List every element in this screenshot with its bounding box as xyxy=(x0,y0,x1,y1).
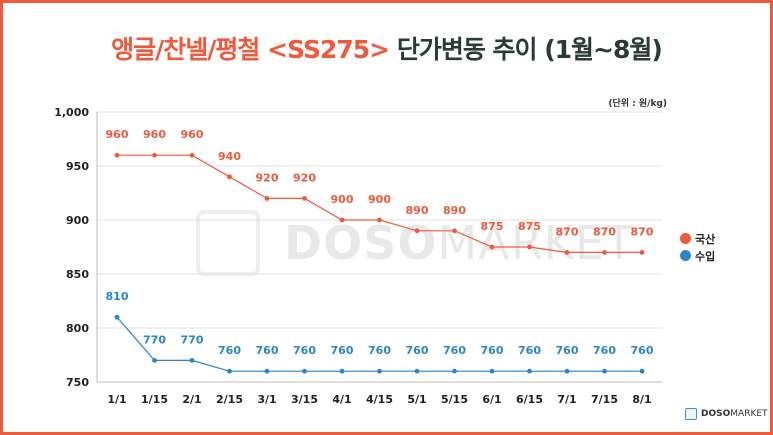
x-tick-label: 5/1 xyxy=(407,393,426,406)
legend-label-domestic: 국산 xyxy=(695,232,716,246)
x-tick-label: 4/1 xyxy=(332,393,351,406)
data-point xyxy=(227,368,232,374)
x-tick-label: 2/1 xyxy=(182,393,201,406)
data-point xyxy=(189,358,195,363)
legend-dot-import-icon xyxy=(680,250,691,261)
data-label: 760 xyxy=(293,344,316,357)
data-point xyxy=(339,368,345,374)
x-tick-label: 6/15 xyxy=(516,393,543,406)
x-tick-label: 8/1 xyxy=(632,393,651,406)
data-point xyxy=(489,244,495,250)
data-point xyxy=(152,358,157,363)
chart-title-rest: 단가변동 추이 (1월~8월) xyxy=(396,35,663,64)
data-label: 760 xyxy=(593,344,616,357)
y-tick-label: 1,000 xyxy=(54,106,89,119)
data-point xyxy=(639,368,645,374)
data-label: 900 xyxy=(368,193,391,206)
data-label: 875 xyxy=(518,220,541,233)
data-point xyxy=(114,314,120,320)
data-point xyxy=(377,368,382,374)
brand-name-light: MARKET xyxy=(730,409,768,419)
data-label: 960 xyxy=(106,128,129,141)
legend-dot-domestic-icon xyxy=(680,233,691,244)
x-tick-label: 1/1 xyxy=(107,393,126,406)
data-point xyxy=(452,228,457,234)
chart-title-accent: 앵글/찬넬/평철 <SS275> xyxy=(111,35,390,64)
data-point xyxy=(264,368,270,374)
data-point xyxy=(339,217,345,223)
data-label: 760 xyxy=(218,344,241,357)
y-tick-label: 850 xyxy=(66,268,89,281)
data-label: 890 xyxy=(406,204,429,217)
data-point xyxy=(489,368,495,374)
data-point xyxy=(527,368,532,374)
x-tick-label: 1/15 xyxy=(141,393,168,406)
x-tick-label: 7/15 xyxy=(591,393,618,406)
legend: 국산 수입 xyxy=(680,230,715,264)
legend-label-import: 수입 xyxy=(695,249,716,263)
data-label: 900 xyxy=(331,193,354,206)
y-tick-label: 900 xyxy=(66,214,89,227)
data-label: 760 xyxy=(631,344,654,357)
data-point xyxy=(377,217,382,223)
legend-item-domestic: 국산 xyxy=(680,230,715,247)
data-label: 760 xyxy=(331,344,354,357)
data-label: 875 xyxy=(481,220,504,233)
data-point xyxy=(264,196,270,201)
data-point xyxy=(564,250,570,255)
brand-name-bold: DOSO xyxy=(701,409,731,419)
data-point xyxy=(602,250,607,255)
data-label: 890 xyxy=(443,204,466,217)
x-tick-label: 6/1 xyxy=(482,393,501,406)
x-tick-label: 7/1 xyxy=(557,393,576,406)
data-label: 760 xyxy=(443,344,466,357)
data-label: 870 xyxy=(593,225,616,238)
data-label: 760 xyxy=(518,344,541,357)
data-point xyxy=(452,368,457,374)
data-label: 870 xyxy=(556,225,579,238)
unit-label: (단위 : 원/kg) xyxy=(608,99,667,109)
y-tick-label: 950 xyxy=(66,160,89,173)
data-point xyxy=(602,368,607,374)
y-tick-label: 800 xyxy=(66,322,89,335)
legend-item-import: 수입 xyxy=(680,247,715,264)
data-point xyxy=(302,196,307,201)
data-label: 920 xyxy=(256,171,279,184)
data-label: 770 xyxy=(143,333,166,346)
data-point xyxy=(152,152,157,158)
brand-logo-icon xyxy=(685,408,697,420)
data-point xyxy=(114,152,120,158)
data-point xyxy=(639,250,645,255)
x-tick-label: 5/15 xyxy=(441,393,468,406)
data-label: 810 xyxy=(106,290,129,303)
data-label: 960 xyxy=(181,128,204,141)
data-point xyxy=(527,244,532,250)
data-label: 760 xyxy=(368,344,391,357)
data-label: 920 xyxy=(293,171,316,184)
data-label: 940 xyxy=(218,150,241,163)
data-point xyxy=(227,174,232,180)
data-label: 960 xyxy=(143,128,166,141)
data-point xyxy=(414,228,420,234)
brand-logo: DOSO MARKET xyxy=(685,408,768,420)
data-label: 760 xyxy=(481,344,504,357)
x-tick-label: 3/15 xyxy=(291,393,318,406)
data-point xyxy=(302,368,307,374)
y-tick-label: 750 xyxy=(66,376,89,389)
x-tick-label: 3/1 xyxy=(257,393,276,406)
data-point xyxy=(414,368,420,374)
data-label: 770 xyxy=(181,333,204,346)
data-label: 760 xyxy=(406,344,429,357)
data-point xyxy=(564,368,570,374)
x-tick-label: 4/15 xyxy=(366,393,393,406)
chart-title: 앵글/찬넬/평철 <SS275> 단가변동 추이 (1월~8월) xyxy=(0,30,773,66)
data-label: 760 xyxy=(256,344,279,357)
data-point xyxy=(189,152,195,158)
x-tick-label: 2/15 xyxy=(216,393,243,406)
data-label: 760 xyxy=(556,344,579,357)
data-label: 870 xyxy=(631,225,654,238)
